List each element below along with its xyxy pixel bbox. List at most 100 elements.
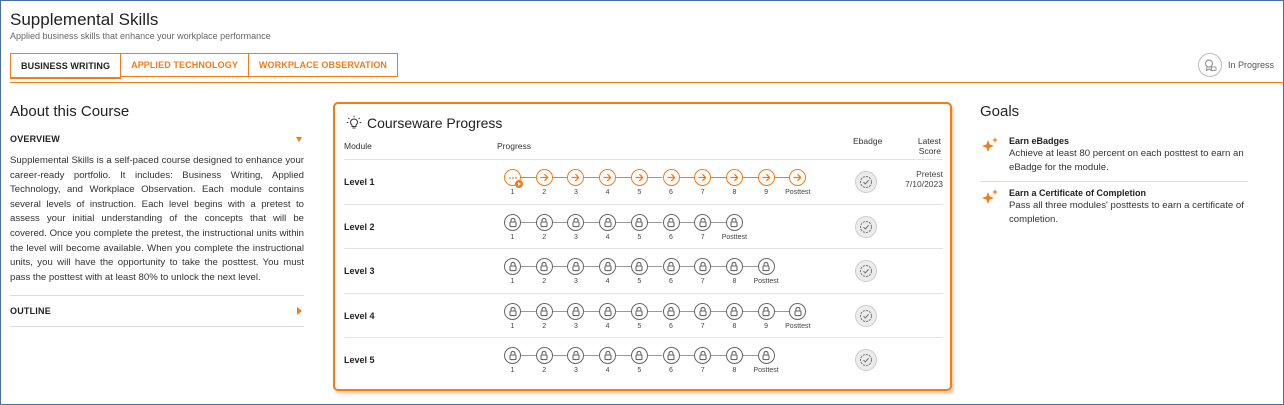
lock-icon [630,347,648,364]
sparkle-icon [982,137,998,152]
goal-description: Pass all three modules' posttests to ear… [1009,200,1244,225]
status-text: In Progress [1227,60,1274,70]
ebadge-icon [855,171,877,193]
arrow-right-icon[interactable] [662,169,680,186]
tab-business-writing[interactable]: BUSINESS WRITING [10,53,122,79]
arrow-right-icon[interactable] [694,169,712,186]
step-connector [679,355,695,356]
course-status: In Progress [1197,53,1274,77]
lock-icon [567,213,585,231]
step-label: 7 [700,233,705,241]
step-connector [521,221,536,223]
about-course-section: About this Course OVERVIEW Supplemental … [10,103,304,328]
lock-icon [662,347,680,364]
step-label: 5 [637,278,642,285]
level-rows: Level 1 1 2 3 4 5 6 7 8 9 Posttest Pretest 7/10/2023… [344,159,943,382]
column-ebadge: Ebadge [853,136,883,146]
overview-text: Supplemental Skills is a self-paced cour… [10,155,304,283]
step-connector [584,266,600,267]
step-connector [521,177,536,178]
latest-score-date: 7/10/2023 [905,179,943,189]
lock-icon [630,213,648,231]
step-connector [584,177,600,178]
level-label: Level 2 [344,221,375,232]
courseware-title-text: Courseware Progress [367,115,503,131]
step-connector [616,221,631,223]
lock-icon [535,347,553,364]
step-label: 3 [573,233,578,241]
step-label: 9 [764,189,769,196]
step-connector [647,355,663,356]
step-connector [711,310,726,312]
step-connector [647,310,663,312]
lock-icon [599,258,617,275]
level-row: Level 3 1 2 3 4 5 6 7 8 Posttest [344,248,943,293]
tab-workplace-observation[interactable]: WORKPLACE OBSERVATION [248,53,399,77]
lock-icon [535,302,553,320]
step-label: 3 [573,322,578,330]
step-connector [679,221,695,223]
pretest-in-progress-icon[interactable] [504,169,523,188]
divider [10,326,304,328]
level-row: Level 4 1 2 3 4 5 6 7 8 9 Posttest [344,292,943,338]
arrow-right-icon[interactable] [757,169,775,186]
step-connector [552,355,568,356]
step-label: 6 [669,278,673,285]
level-row: Level 1 1 2 3 4 5 6 7 8 9 Posttest Pretest 7/10/2023 [344,159,943,204]
tab-applied-technology[interactable]: APPLIED TECHNOLOGY [121,53,249,77]
goals-section: Goals Earn eBadges Achieve at least 80 p… [980,103,1248,233]
goals-title: Goals [980,103,1020,120]
arrow-right-icon[interactable] [567,169,585,186]
level-label: Level 3 [344,266,375,276]
step-label: 7 [700,322,705,330]
step-connector [774,177,790,178]
goal-title: Earn a Certificate of Completion [1009,188,1147,198]
ebadge-icon [855,215,877,238]
column-latest-score: Latest Score [918,136,941,156]
chevron-down-icon [296,136,302,142]
step-label: 4 [605,367,610,374]
arrow-right-icon[interactable] [535,169,553,186]
step-label: 2 [542,278,547,285]
step-label: 5 [637,322,642,330]
latest-score: Pretest 7/10/2023 [905,169,943,189]
lock-icon [694,258,712,275]
step-label: 9 [764,322,769,330]
step-connector [647,177,663,178]
step-label: 1 [510,278,515,285]
step-label: 6 [669,367,673,374]
arrow-right-icon[interactable] [630,169,648,186]
divider [10,295,304,297]
step-label: 3 [573,189,578,196]
step-connector [584,310,600,312]
step-label: 2 [542,367,547,374]
step-connector [711,355,726,356]
step-label: Posttest [785,322,811,330]
arrow-right-icon[interactable] [599,169,617,186]
step-label: 1 [510,367,515,374]
lock-icon [662,258,680,275]
lock-icon [535,213,553,231]
level-label: Level 4 [344,310,375,321]
latest-score-type: Pretest [916,169,943,179]
lightbulb-icon [346,115,362,129]
lock-icon [725,302,743,320]
step-connector [584,355,600,356]
lock-icon [725,347,743,364]
column-latest-score-line1: Latest [917,136,941,146]
arrow-right-icon[interactable] [789,169,807,186]
step-connector [742,355,758,356]
outline-accordion-header[interactable]: OUTLINE [10,306,304,316]
step-label: Posttest [753,278,779,285]
ebadge-icon [855,304,877,327]
column-module: Module [344,141,372,151]
step-label: Posttest [785,189,811,196]
step-connector [616,266,631,267]
page-subtitle: Applied business skills that enhance you… [10,31,271,41]
step-connector [584,221,600,223]
lock-icon [725,258,743,275]
lock-icon [757,258,775,275]
level-label: Level 5 [344,355,375,365]
arrow-right-icon[interactable] [725,169,743,186]
overview-accordion-header[interactable]: OVERVIEW [10,134,304,144]
